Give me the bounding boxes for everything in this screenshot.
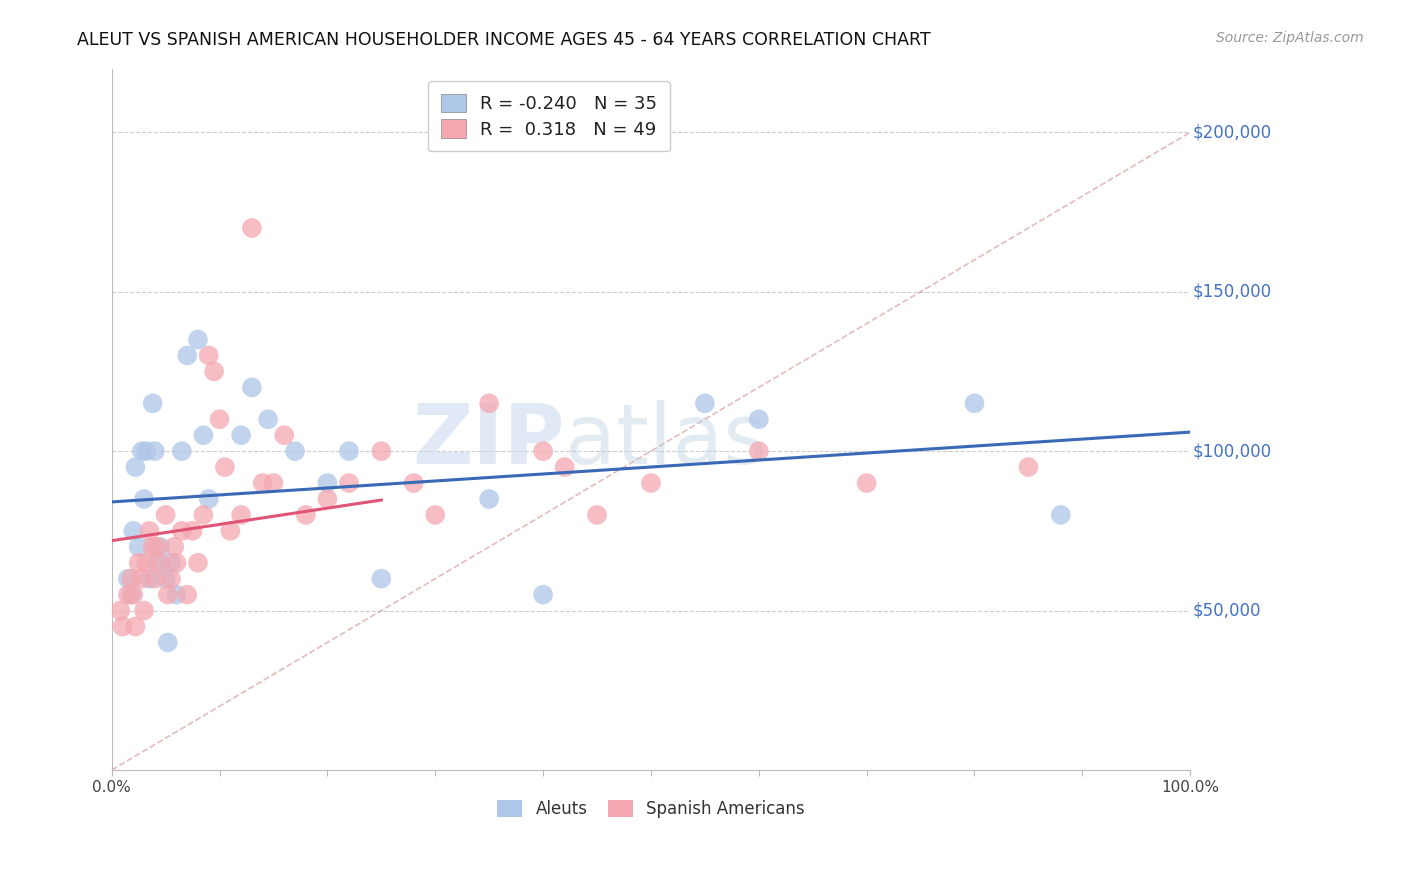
Point [181,524,204,538]
Point [240,221,263,235]
Point [143,444,166,458]
Text: ZIP: ZIP [412,400,565,481]
Point [122,524,145,538]
Point [156,588,179,602]
Point [402,476,425,491]
Point [197,349,219,363]
Point [284,444,307,458]
Point [263,476,285,491]
Point [219,524,242,538]
Point [120,572,142,586]
Point [143,572,166,586]
Point [554,460,576,475]
Point [149,556,172,570]
Point [149,540,172,554]
Point [155,572,177,586]
Point [117,588,139,602]
Text: Source: ZipAtlas.com: Source: ZipAtlas.com [1216,31,1364,45]
Point [337,444,360,458]
Point [155,508,177,522]
Legend: Aleuts, Spanish Americans: Aleuts, Spanish Americans [491,793,811,825]
Point [160,572,183,586]
Text: $50,000: $50,000 [1192,601,1261,620]
Point [176,588,198,602]
Point [160,556,183,570]
Point [146,540,169,554]
Text: $200,000: $200,000 [1192,123,1271,141]
Point [229,428,252,442]
Point [586,508,609,522]
Point [132,603,155,617]
Point [640,476,662,491]
Text: $100,000: $100,000 [1192,442,1271,460]
Point [176,349,198,363]
Text: $150,000: $150,000 [1192,283,1271,301]
Point [170,524,193,538]
Point [120,588,142,602]
Point [165,588,187,602]
Point [135,556,157,570]
Point [202,364,225,378]
Point [316,491,339,506]
Point [214,460,236,475]
Point [163,540,186,554]
Point [111,619,134,633]
Point [138,572,160,586]
Point [425,508,447,522]
Point [963,396,986,410]
Point [370,444,392,458]
Point [193,428,215,442]
Point [252,476,274,491]
Point [165,556,187,570]
Point [146,556,169,570]
Point [478,491,501,506]
Point [128,540,150,554]
Point [187,333,209,347]
Text: ALEUT VS SPANISH AMERICAN HOUSEHOLDER INCOME AGES 45 - 64 YEARS CORRELATION CHAR: ALEUT VS SPANISH AMERICAN HOUSEHOLDER IN… [77,31,931,49]
Point [531,588,554,602]
Point [273,428,295,442]
Point [337,476,360,491]
Point [316,476,339,491]
Point [156,635,179,649]
Point [124,460,146,475]
Point [131,444,153,458]
Point [132,491,155,506]
Point [187,556,209,570]
Point [110,603,132,617]
Text: atlas: atlas [565,400,766,481]
Point [748,444,770,458]
Point [257,412,280,426]
Point [142,396,165,410]
Point [855,476,877,491]
Point [122,588,145,602]
Point [240,380,263,394]
Point [370,572,392,586]
Point [170,444,193,458]
Point [208,412,231,426]
Point [117,572,139,586]
Point [193,508,215,522]
Point [748,412,770,426]
Point [295,508,318,522]
Point [131,572,153,586]
Point [693,396,716,410]
Point [229,508,252,522]
Point [1049,508,1071,522]
Point [128,556,150,570]
Point [142,540,165,554]
Point [197,491,219,506]
Point [1017,460,1039,475]
Point [478,396,501,410]
Point [135,444,157,458]
Point [138,524,160,538]
Point [124,619,146,633]
Point [531,444,554,458]
